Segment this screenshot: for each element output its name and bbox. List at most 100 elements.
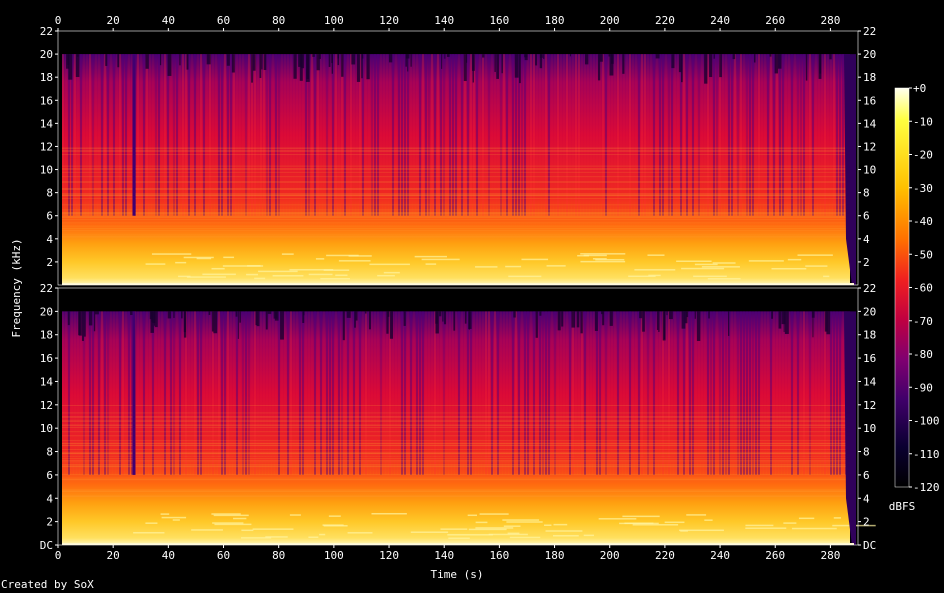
y-tick-label: 2 [863, 516, 870, 529]
x-tick-label: 160 [489, 14, 509, 27]
x-tick-label: 260 [765, 14, 785, 27]
x-tick-label: 120 [379, 549, 399, 562]
x-tick-label: 20 [107, 549, 120, 562]
x-tick-label: 140 [434, 549, 454, 562]
y-tick-label: 20 [863, 305, 876, 318]
channel-2-spectrogram [57, 287, 876, 546]
x-tick-label: 240 [710, 14, 730, 27]
y-tick-label: 16 [863, 94, 876, 107]
y-tick-label: 6 [46, 210, 53, 223]
y-tick-label: 22 [863, 282, 876, 295]
x-tick-label: 60 [217, 14, 230, 27]
colorbar-tick-label: -100 [913, 415, 940, 428]
x-tick-label: 0 [55, 14, 62, 27]
y-axis-label: Frequency (kHz) [10, 238, 23, 337]
y-tick-label: 22 [40, 25, 53, 38]
colorbar [894, 87, 910, 488]
y-tick-label: 10 [40, 422, 53, 435]
y-tick-label: 6 [863, 210, 870, 223]
x-tick-label: 60 [217, 549, 230, 562]
y-tick-label: 16 [863, 352, 876, 365]
created-by-credit: Created by SoX [1, 578, 94, 591]
y-tick-label: 20 [40, 48, 53, 61]
y-tick-label: 8 [46, 446, 53, 459]
y-tick-label: 18 [40, 329, 53, 342]
x-tick-label: 40 [162, 14, 175, 27]
colorbar-tick-label: -50 [913, 248, 933, 261]
x-tick-label: 100 [324, 14, 344, 27]
y-tick-label: 6 [46, 469, 53, 482]
colorbar-tick-label: -80 [913, 348, 933, 361]
y-tick-label: 16 [40, 352, 53, 365]
y-tick-label: 22 [40, 282, 53, 295]
y-tick-label: 18 [40, 71, 53, 84]
x-tick-label: 160 [489, 549, 509, 562]
y-tick-label: DC [863, 539, 876, 552]
y-tick-label: 10 [863, 422, 876, 435]
y-tick-label: 14 [863, 117, 877, 130]
colorbar-tick-label: -10 [913, 115, 933, 128]
x-tick-label: 280 [820, 549, 840, 562]
y-tick-label: 12 [863, 399, 876, 412]
colorbar-tick-label: -30 [913, 182, 933, 195]
y-tick-label: 4 [863, 492, 870, 505]
x-tick-label: 40 [162, 549, 175, 562]
y-tick-label: 12 [40, 140, 53, 153]
y-tick-label: 2 [46, 516, 53, 529]
y-tick-label: 6 [863, 469, 870, 482]
y-tick-label: 16 [40, 94, 53, 107]
colorbar-tick-label: -110 [913, 448, 940, 461]
colorbar-tick-label: +0 [913, 82, 926, 95]
x-tick-label: 80 [272, 14, 285, 27]
y-tick-label: 20 [40, 305, 53, 318]
x-tick-label: 140 [434, 14, 454, 27]
x-tick-label: 220 [655, 549, 675, 562]
y-tick-label: 14 [40, 375, 54, 388]
x-tick-label: 200 [600, 14, 620, 27]
colorbar-tick-label: -90 [913, 381, 933, 394]
y-tick-label: 10 [863, 164, 876, 177]
x-tick-label: 240 [710, 549, 730, 562]
y-tick-label: 2 [863, 256, 870, 269]
x-tick-label: 280 [820, 14, 840, 27]
x-tick-label: 120 [379, 14, 399, 27]
y-tick-label: 8 [863, 446, 870, 459]
x-tick-label: 220 [655, 14, 675, 27]
colorbar-label: dBFS [889, 500, 916, 513]
x-tick-label: 20 [107, 14, 120, 27]
y-tick-label: 14 [40, 117, 54, 130]
x-tick-label: 260 [765, 549, 785, 562]
x-tick-label: 0 [55, 549, 62, 562]
y-tick-label: 12 [40, 399, 53, 412]
y-tick-label: 20 [863, 48, 876, 61]
x-tick-label: 200 [600, 549, 620, 562]
channel-1-spectrogram [57, 30, 859, 286]
colorbar-tick-label: -60 [913, 282, 933, 295]
x-tick-label: 180 [545, 549, 565, 562]
y-tick-label: 22 [863, 25, 876, 38]
x-axis-label: Time (s) [431, 568, 484, 581]
y-tick-label: 2 [46, 256, 53, 269]
x-tick-label: 100 [324, 549, 344, 562]
colorbar-ticks: +0 -10 -20 -30 -40 -50 -60 -70 -80 -90 -100 -110 -12… [909, 82, 940, 494]
y-tick-label: 4 [46, 233, 53, 246]
spectrogram-panels [57, 30, 876, 546]
x-tick-label: 80 [272, 549, 285, 562]
y-tick-label: 4 [863, 233, 870, 246]
y-tick-label: 14 [863, 375, 877, 388]
y-tick-label: 18 [863, 71, 876, 84]
colorbar-tick-label: -120 [913, 481, 940, 494]
colorbar-tick-label: -20 [913, 149, 933, 162]
y-tick-label: DC [40, 539, 53, 552]
y-tick-label: 8 [863, 187, 870, 200]
y-tick-label: 8 [46, 187, 53, 200]
y-tick-label: 4 [46, 492, 53, 505]
colorbar-tick-label: -70 [913, 315, 933, 328]
y-tick-label: 10 [40, 164, 53, 177]
colorbar-tick-label: -40 [913, 215, 933, 228]
y-tick-label: 12 [863, 140, 876, 153]
y-tick-label: 18 [863, 329, 876, 342]
x-tick-label: 180 [545, 14, 565, 27]
